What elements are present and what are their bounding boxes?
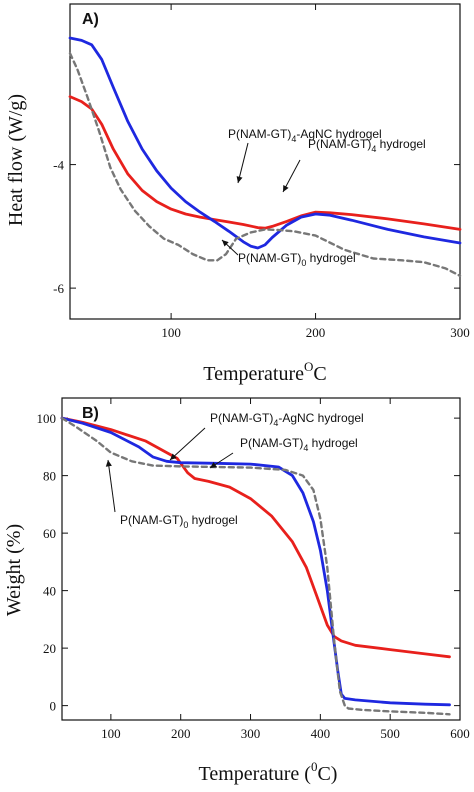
x-tick-label: 200 bbox=[306, 325, 326, 340]
series-line bbox=[68, 95, 462, 231]
x-tick-label: 500 bbox=[380, 726, 400, 741]
x-tick-label: 200 bbox=[171, 726, 191, 741]
annotation-subscript: 4 bbox=[273, 418, 278, 428]
annotation-rest: hydrogel bbox=[306, 251, 355, 265]
x-axis-title-text: Temperature ( bbox=[199, 763, 312, 785]
annotation-arrowhead bbox=[170, 453, 177, 460]
x-axis-title-superscript: 0 bbox=[311, 759, 318, 774]
x-tick-label: 100 bbox=[101, 726, 121, 741]
panel-label: B) bbox=[82, 405, 99, 422]
annotation-label: P(NAM-GT)4-AgNC hydrogel bbox=[228, 127, 382, 144]
annotation-base: P(NAM-GT) bbox=[120, 513, 183, 527]
annotation-arrowhead bbox=[236, 176, 243, 183]
annotation-label: P(NAM-GT)0 hydrogel bbox=[238, 251, 356, 268]
x-axis-title-text: Temperature bbox=[203, 363, 304, 385]
x-axis-title-suffix: C) bbox=[317, 763, 337, 785]
annotation-rest: -AgNC hydrogel bbox=[296, 127, 381, 141]
annotation-base: P(NAM-GT) bbox=[240, 436, 303, 450]
annotation-label: P(NAM-GT)4-AgNC hydrogel bbox=[210, 411, 364, 428]
annotation-base: P(NAM-GT) bbox=[210, 411, 273, 425]
annotation-subscript: 4 bbox=[303, 443, 308, 453]
annotation-rest: hydrogel bbox=[308, 436, 357, 450]
annotation-subscript: 4 bbox=[371, 144, 376, 154]
y-tick-label: 60 bbox=[43, 526, 56, 541]
series-line bbox=[68, 36, 462, 250]
y-tick-label: -6 bbox=[53, 281, 64, 296]
annotation-arrowhead bbox=[210, 462, 217, 468]
x-tick-label: 400 bbox=[311, 726, 331, 741]
annotation-rest: hydrogel bbox=[188, 513, 237, 527]
annotation-subscript: 0 bbox=[301, 258, 306, 268]
panel-label: A) bbox=[82, 11, 99, 28]
x-tick-label: 300 bbox=[241, 726, 261, 741]
annotation-base: P(NAM-GT) bbox=[238, 251, 301, 265]
y-tick-label: 0 bbox=[50, 699, 57, 714]
annotation-arrow bbox=[237, 142, 249, 184]
annotation-label: P(NAM-GT)0 hydrogel bbox=[120, 513, 238, 530]
series-line bbox=[60, 416, 451, 716]
annotation-arrowhead bbox=[283, 185, 289, 192]
x-tick-label: 300 bbox=[450, 325, 470, 340]
y-tick-label: 20 bbox=[43, 641, 56, 656]
x-tick-label: 600 bbox=[450, 726, 470, 741]
x-axis-title: TemperatureOC bbox=[203, 359, 327, 385]
plot-frame bbox=[61, 397, 461, 721]
annotation-subscript: 0 bbox=[183, 520, 188, 530]
annotation-base: P(NAM-GT) bbox=[228, 127, 291, 141]
y-tick-label: 40 bbox=[43, 584, 56, 599]
annotation-label: P(NAM-GT)4 hydrogel bbox=[240, 436, 358, 453]
annotation-rest: hydrogel bbox=[376, 137, 425, 151]
series-line bbox=[68, 52, 462, 277]
annotation-label: P(NAM-GT)4 hydrogel bbox=[308, 137, 426, 154]
y-axis-title: Weight (%) bbox=[3, 524, 25, 616]
x-axis-title-superscript: O bbox=[304, 359, 313, 374]
annotation-arrowhead bbox=[222, 240, 229, 247]
y-axis-title: Heat flow (W/g) bbox=[5, 94, 27, 226]
y-tick-label: 80 bbox=[43, 469, 56, 484]
annotation-arrowhead bbox=[105, 460, 112, 467]
annotation-arrow bbox=[107, 459, 116, 513]
annotation-arrow bbox=[169, 427, 206, 461]
annotation-subscript: 4 bbox=[291, 134, 296, 144]
series-line bbox=[60, 416, 451, 659]
x-axis-title: Temperature (0C) bbox=[199, 759, 338, 785]
y-tick-label: -4 bbox=[53, 158, 64, 173]
x-tick-label: 100 bbox=[161, 325, 181, 340]
series-line bbox=[60, 416, 451, 707]
annotation-rest: -AgNC hydrogel bbox=[278, 411, 363, 425]
plot-frame bbox=[69, 3, 461, 320]
annotation-base: P(NAM-GT) bbox=[308, 137, 371, 151]
chart-panel-1: 100 200 300-4-6P(NAM-GT)4-AgNC hydrogelP(N… bbox=[5, 3, 470, 385]
y-tick-label: 100 bbox=[37, 411, 57, 426]
x-axis-title-suffix: C bbox=[313, 363, 326, 385]
